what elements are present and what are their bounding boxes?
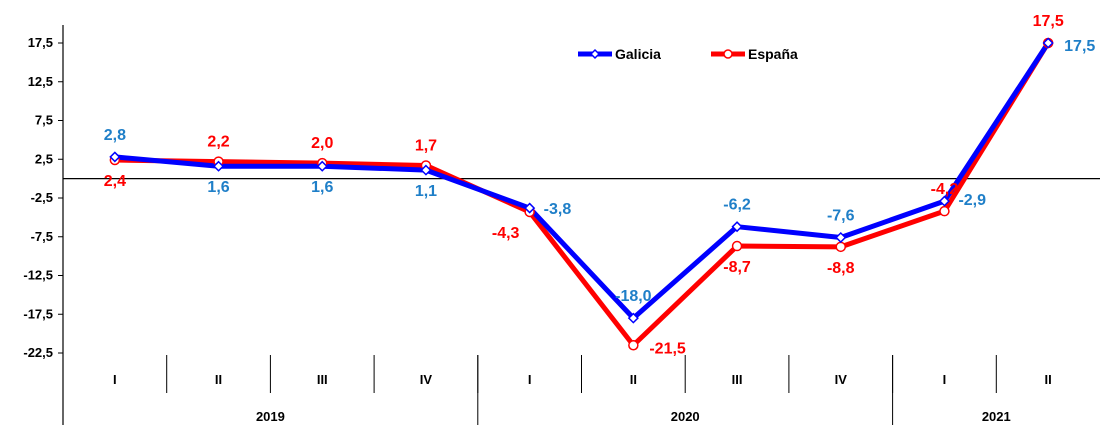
galicia-data-label: 2,8 [104, 127, 126, 144]
y-tick-label: -2,5 [31, 190, 53, 205]
galicia-data-label: 1,6 [311, 179, 333, 196]
year-label: 2019 [256, 409, 285, 424]
galicia-point [316, 160, 328, 172]
y-tick-label: -17,5 [23, 306, 53, 321]
category-label: I [943, 372, 947, 387]
y-tick-label: 12,5 [28, 74, 53, 89]
y-tick-label: -22,5 [23, 345, 53, 360]
espana-data-label: 2,4 [104, 173, 126, 190]
galicia-data-label: -7,6 [827, 208, 855, 225]
category-label: IV [420, 372, 433, 387]
galicia-data-label: -3,8 [544, 201, 572, 218]
data-labels: 2,8 1,6 1,6 1,1 -3,8 -18,0 -6,2 -7,6 -2,9 17,5 2,4… [104, 13, 1096, 357]
galicia-data-label: 17,5 [1064, 38, 1095, 55]
espana-data-label: 2,0 [311, 135, 333, 152]
y-tick-label: 7,5 [35, 113, 53, 128]
espana-point [939, 205, 950, 217]
espana-point [731, 240, 743, 252]
axes: 17,512,57,52,5-2,5-7,5-12,5-17,5-22,5I II… [23, 25, 1100, 425]
espana-point [835, 241, 846, 253]
legend-marker-espana [723, 49, 733, 59]
espana-data-label: 17,5 [1033, 13, 1064, 30]
galicia-point [109, 151, 121, 163]
galicia-point [627, 312, 639, 324]
category-label: III [732, 372, 743, 387]
legend-marker-galicia [589, 48, 601, 60]
espana-point [628, 340, 639, 351]
series-layer [109, 37, 1054, 351]
category-label: I [528, 372, 532, 387]
galicia-data-label: -6,2 [723, 197, 751, 214]
category-label: IV [835, 372, 848, 387]
galicia-data-label: -18,0 [615, 288, 652, 305]
espana-data-label: -21,5 [649, 340, 686, 357]
galicia-point [212, 160, 225, 172]
espana-data-label: 1,7 [415, 137, 437, 154]
galicia-point [938, 195, 951, 207]
espana-data-label: -8,7 [723, 259, 751, 276]
espana-data-label: 2,2 [207, 134, 229, 151]
legend-label-espana: España [748, 46, 798, 62]
y-tick-label: -7,5 [31, 229, 53, 244]
y-tick-label: 2,5 [35, 151, 53, 166]
legend: Galicia España [578, 46, 798, 62]
y-tick-label: -12,5 [23, 268, 53, 283]
category-label: III [317, 372, 328, 387]
galicia-point [731, 221, 743, 233]
category-label: I [113, 372, 117, 387]
galicia-point [524, 202, 536, 214]
espana-data-label: -4,3 [492, 225, 520, 242]
galicia-point [1042, 37, 1054, 49]
espana-data-label: -8,8 [827, 260, 855, 277]
espana-data-label: -4,2 [931, 181, 959, 198]
year-label: 2021 [982, 409, 1011, 424]
legend-label-galicia: Galicia [615, 46, 661, 62]
series-line-espana [114, 41, 1051, 348]
category-label: II [215, 372, 222, 387]
series-line-galicia [114, 41, 1051, 321]
category-label: II [1045, 372, 1052, 387]
galicia-data-label: -2,9 [958, 192, 986, 209]
category-label: II [630, 372, 637, 387]
galicia-data-label: 1,1 [415, 183, 437, 200]
galicia-point [835, 231, 847, 244]
galicia-point [420, 164, 432, 176]
year-label: 2020 [671, 409, 700, 424]
galicia-data-label: 1,6 [207, 179, 229, 196]
y-tick-label: 17,5 [28, 35, 53, 50]
